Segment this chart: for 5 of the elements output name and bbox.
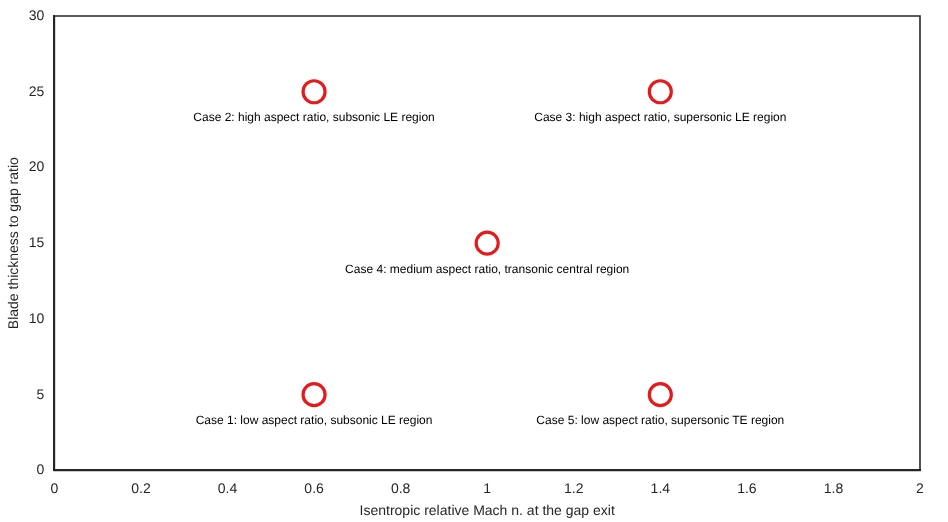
point xyxy=(301,382,327,408)
point xyxy=(647,79,673,105)
point xyxy=(474,230,500,256)
point xyxy=(647,382,673,408)
point xyxy=(301,79,327,105)
